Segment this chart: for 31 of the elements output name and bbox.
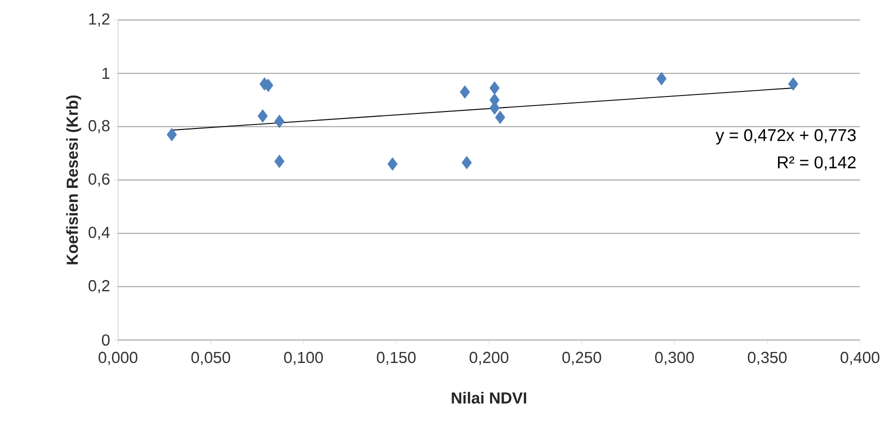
y-tick-label: 0,8 — [88, 120, 110, 134]
x-tick-label: 0,000 — [98, 352, 138, 365]
point — [274, 114, 284, 128]
annotation: R² = 0,142 — [778, 156, 856, 170]
y-tick-label: 0,4 — [88, 226, 110, 240]
point — [274, 154, 284, 168]
point — [656, 72, 667, 86]
point — [460, 85, 470, 99]
point — [788, 77, 798, 91]
y-tick-label: 1,2 — [89, 13, 110, 27]
y-tick-label: 0,2 — [88, 280, 110, 294]
y-tick-label: 0 — [102, 334, 110, 346]
y-tick-label: 0,6 — [88, 173, 110, 187]
x-tick-label: 0,150 — [376, 352, 416, 365]
x-tick-label: 0,100 — [284, 352, 323, 365]
x-tick-label: 0,200 — [470, 352, 508, 365]
y-axis-title: Koefisien Resesi (Krb) — [66, 95, 82, 264]
x-tick-label: 0,250 — [562, 352, 602, 365]
point — [387, 157, 398, 171]
y-tick-label: 1 — [102, 68, 110, 79]
point — [495, 110, 506, 124]
x-axis-title: Nilai NDVI — [452, 392, 526, 404]
x-tick-label: 0,400 — [840, 352, 880, 365]
point — [489, 81, 500, 95]
point — [462, 156, 472, 170]
point — [258, 109, 268, 123]
x-tick-label: 0,050 — [191, 352, 230, 365]
x-tick-label: 0,300 — [655, 352, 694, 365]
point — [166, 128, 177, 142]
x-tick-label: 0,350 — [748, 352, 787, 365]
annotation: y = 0,472x + 0,773 — [716, 129, 856, 145]
